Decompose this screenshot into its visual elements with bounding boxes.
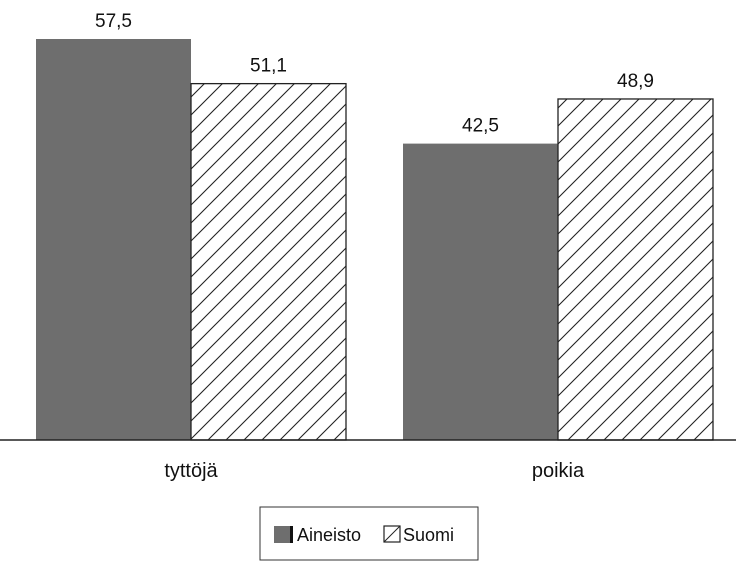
legend-swatch-aineisto bbox=[274, 526, 291, 543]
legend-swatch-suomi-hatch bbox=[383, 525, 401, 543]
legend-label-suomi: Suomi bbox=[403, 525, 454, 545]
legend: Aineisto Suomi bbox=[259, 506, 479, 561]
data-label-aineisto-2: 42,5 bbox=[462, 116, 499, 137]
bar-suomi-2 bbox=[557, 98, 714, 441]
data-label-suomi-2: 48,9 bbox=[617, 71, 654, 92]
bar-aineisto-2 bbox=[403, 143, 558, 440]
data-label-aineisto-1: 57,5 bbox=[95, 11, 132, 32]
legend-swatch-aineisto-edge bbox=[290, 526, 293, 543]
legend-box bbox=[259, 506, 479, 561]
data-label-suomi-1: 51,1 bbox=[250, 56, 287, 77]
bar-labels-group: 57,5 51,1 42,5 48,9 bbox=[95, 11, 654, 137]
bar-aineisto-1 bbox=[36, 39, 191, 440]
category-label-2: poikia bbox=[532, 460, 585, 482]
category-labels-group: tyttöjä poikia bbox=[164, 460, 585, 482]
category-label-1: tyttöjä bbox=[164, 460, 218, 482]
bar-suomi-1 bbox=[190, 82, 347, 441]
legend-label-aineisto: Aineisto bbox=[297, 525, 361, 545]
bars-group bbox=[36, 39, 714, 441]
